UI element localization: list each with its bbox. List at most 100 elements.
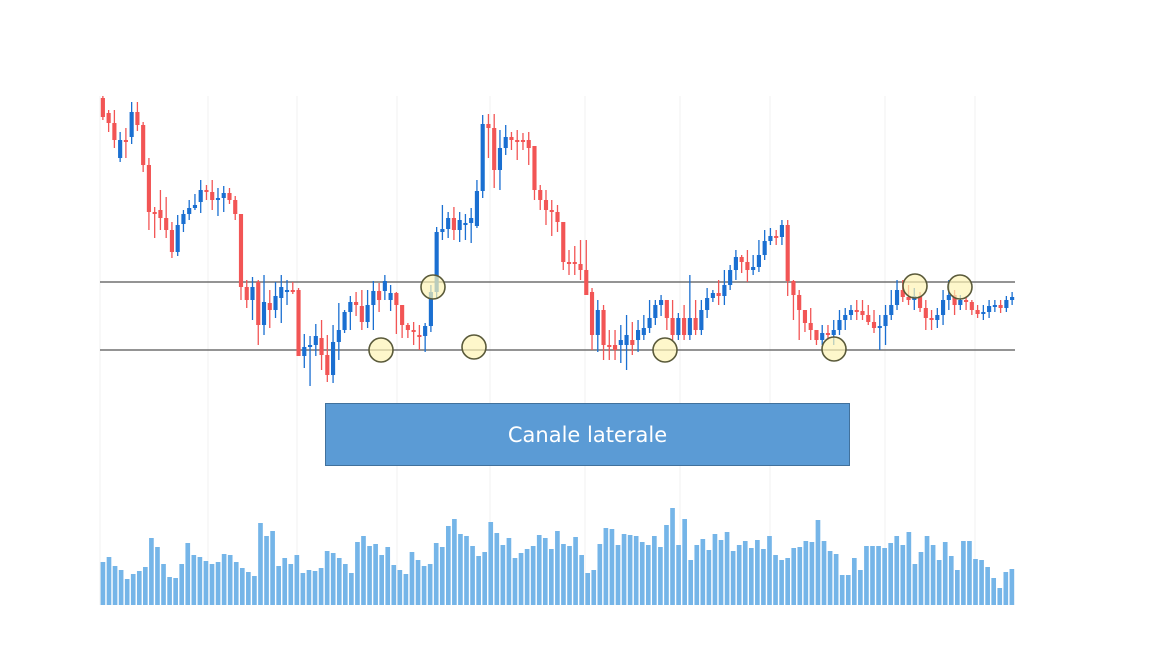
candle-down — [774, 236, 779, 238]
volume-bar — [785, 558, 790, 605]
candle-down — [377, 291, 382, 300]
volume-bar — [233, 562, 239, 605]
volume-bar — [603, 528, 609, 605]
candle-down — [584, 270, 589, 295]
candle-up — [831, 330, 836, 335]
volume-bars — [100, 508, 1015, 605]
volume-bar — [688, 560, 694, 605]
candle-down — [607, 345, 612, 347]
volume-bar — [870, 546, 875, 605]
volume-bar — [755, 540, 760, 605]
volume-bar — [567, 546, 572, 605]
candle-down — [785, 225, 790, 281]
candle-up — [440, 229, 445, 232]
volume-bar — [385, 547, 391, 605]
candle-up — [469, 218, 474, 223]
volume-bar — [361, 536, 366, 605]
volume-bar — [621, 534, 627, 605]
touch-point-highlights — [368, 273, 973, 363]
volume-bar — [597, 544, 603, 605]
volume-bar — [518, 553, 524, 605]
volume-bar — [476, 556, 481, 605]
candle-up — [365, 305, 370, 322]
volume-bar — [106, 557, 112, 605]
candle-down — [164, 218, 169, 230]
volume-bar — [573, 537, 578, 605]
candle-down — [256, 282, 261, 325]
volume-bar — [700, 539, 706, 605]
candle-up — [198, 190, 203, 202]
candle-up — [653, 305, 658, 318]
volume-bar — [706, 550, 712, 605]
volume-bar — [100, 562, 106, 605]
price-candles — [100, 96, 1015, 386]
highlight-circle — [420, 274, 446, 300]
candle-down — [515, 140, 520, 142]
candle-up — [261, 302, 267, 325]
volume-bar — [512, 558, 518, 605]
volume-bar — [312, 571, 318, 605]
candle-up — [843, 315, 848, 320]
candle-down — [244, 287, 249, 300]
candle-up — [618, 340, 623, 345]
candle-up — [883, 315, 888, 326]
volume-bar — [427, 564, 433, 605]
candle-up — [371, 291, 376, 305]
candle-up — [118, 140, 123, 158]
volume-bar — [179, 564, 185, 605]
volume-bar — [124, 579, 130, 605]
volume-bar — [645, 545, 651, 605]
volume-bar — [391, 565, 397, 605]
candle-down — [814, 330, 819, 340]
volume-bar — [161, 564, 166, 605]
volume-bar — [336, 558, 342, 605]
highlight-circle — [461, 334, 487, 360]
volume-bar — [912, 564, 918, 605]
volume-bar — [803, 541, 809, 605]
volume-bar — [506, 538, 512, 605]
volume-bar — [900, 545, 906, 605]
candle-up — [877, 326, 882, 328]
candle-up — [457, 220, 462, 230]
volume-bar — [633, 536, 639, 605]
candle-up — [273, 296, 278, 310]
candle-up — [480, 124, 485, 191]
volume-bar — [585, 573, 591, 605]
volume-bar — [239, 568, 245, 605]
volume-bar — [851, 558, 857, 605]
volume-bar — [324, 551, 330, 605]
candle-up — [992, 305, 997, 307]
candle-down — [716, 293, 721, 296]
volume-bar — [409, 552, 415, 605]
candle-down — [325, 355, 330, 375]
candle-down — [169, 230, 175, 252]
candle-down — [906, 297, 911, 300]
candle-up — [423, 326, 428, 336]
candle-up — [330, 342, 336, 375]
volume-bar — [906, 532, 912, 605]
volume-bar — [779, 560, 784, 605]
volume-bar — [736, 545, 742, 605]
volume-bar — [809, 542, 815, 605]
candle-down — [532, 146, 537, 190]
candle-down — [572, 262, 577, 264]
highlight-circle — [368, 337, 394, 363]
candle-down — [808, 323, 813, 330]
candle-down — [509, 137, 514, 140]
candle-down — [693, 318, 698, 330]
volume-bar — [658, 547, 663, 605]
volume-bar — [252, 576, 257, 605]
candle-up — [192, 205, 198, 208]
candle-up — [302, 347, 307, 356]
volume-bar — [143, 567, 148, 605]
volume-bar — [349, 573, 354, 605]
candle-up — [894, 290, 900, 305]
candle-up — [181, 214, 186, 224]
candle-down — [791, 281, 796, 295]
candle-up — [221, 193, 226, 198]
volume-bar — [955, 570, 960, 605]
volume-bar — [203, 561, 209, 605]
volume-bar — [591, 570, 597, 605]
candle-down — [923, 308, 928, 318]
volume-bar — [627, 535, 633, 605]
